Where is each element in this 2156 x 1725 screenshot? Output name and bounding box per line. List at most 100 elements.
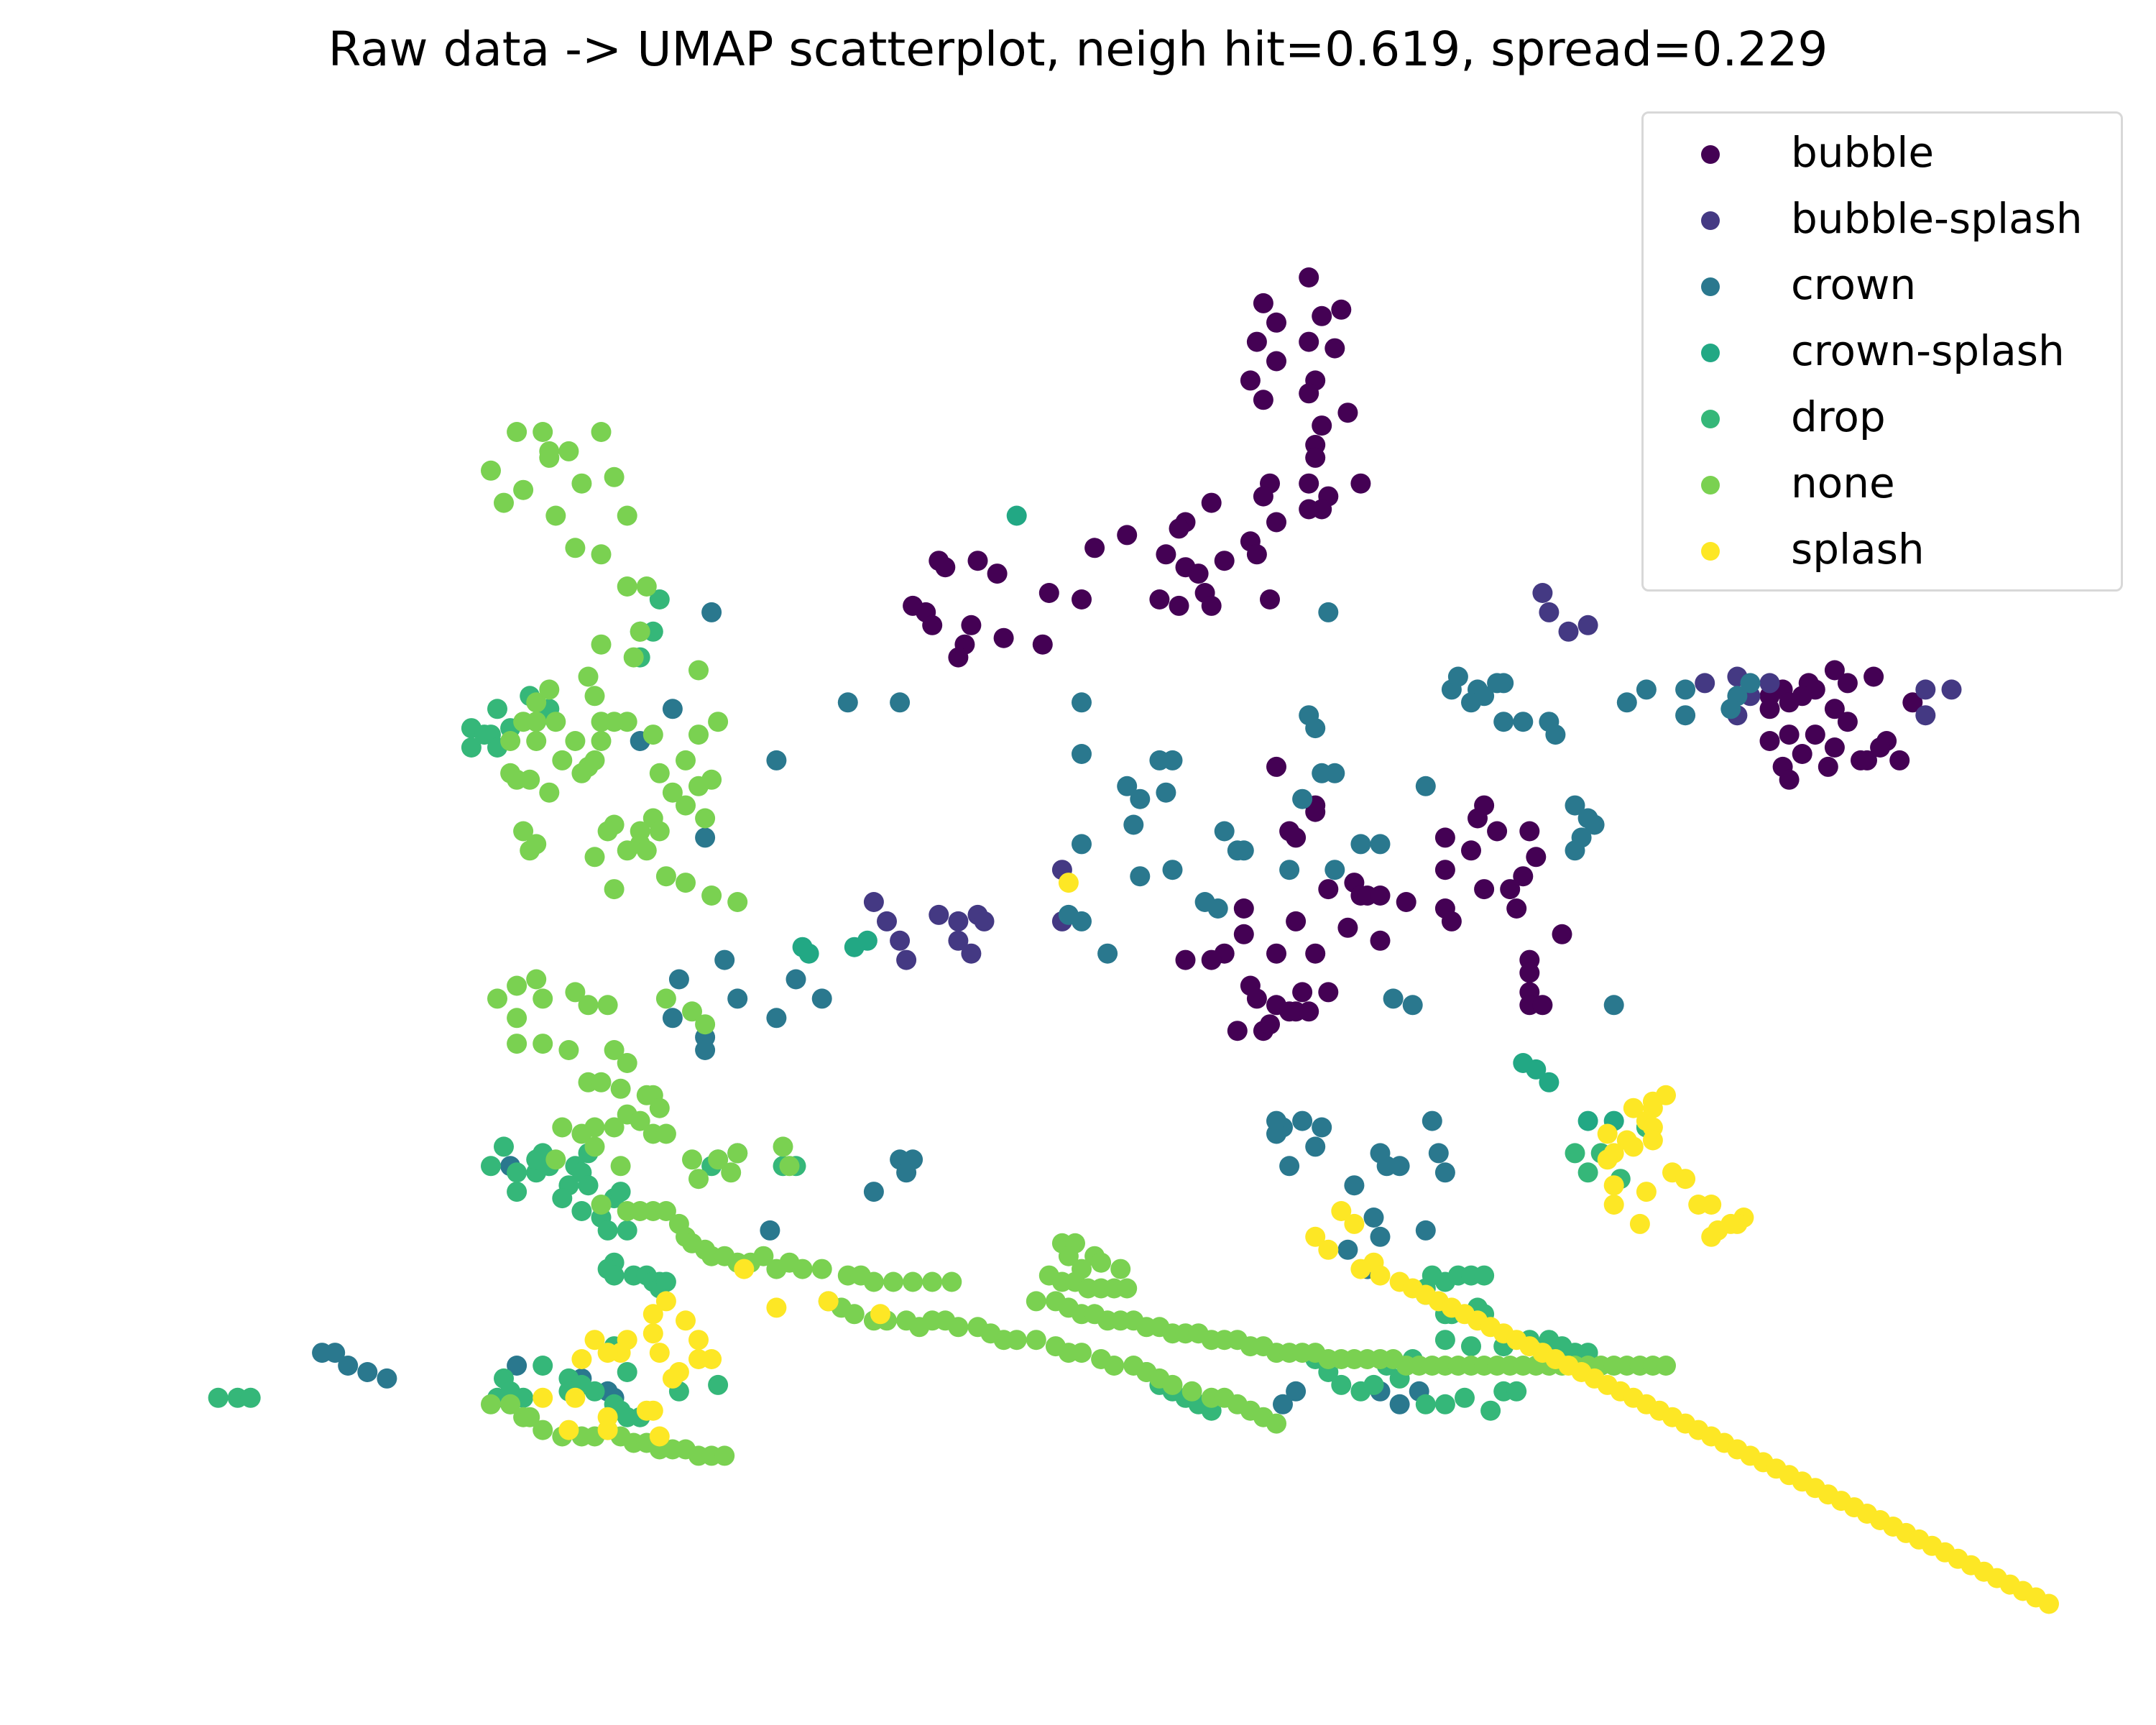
point-crown xyxy=(1214,821,1235,842)
point-drop xyxy=(578,1175,599,1196)
point-none xyxy=(597,821,618,842)
point-bubble xyxy=(1117,525,1138,546)
point-drop xyxy=(1461,1336,1481,1357)
point-splash xyxy=(1603,1195,1624,1215)
point-crown xyxy=(1130,788,1151,809)
point-splash xyxy=(597,1420,618,1440)
point-crown-splash xyxy=(1006,505,1027,526)
point-none xyxy=(500,731,521,751)
point-bubble xyxy=(1188,564,1209,584)
point-bubble xyxy=(1487,821,1508,842)
point-none xyxy=(617,840,637,861)
point-bubble xyxy=(1824,660,1845,681)
point-none xyxy=(655,1201,676,1221)
point-splash xyxy=(584,1330,605,1351)
point-splash xyxy=(870,1304,890,1325)
point-drop xyxy=(708,1374,729,1395)
point-none xyxy=(513,821,534,842)
point-bubble xyxy=(1889,750,1910,770)
point-bubble xyxy=(1318,982,1339,1003)
series-crown xyxy=(312,602,1761,1414)
point-crown xyxy=(1350,834,1371,855)
point-splash xyxy=(1642,1130,1663,1151)
point-crown-splash xyxy=(798,943,819,964)
point-none xyxy=(1072,1343,1092,1363)
legend-marker xyxy=(1701,476,1720,494)
point-none xyxy=(591,1195,612,1215)
point-bubble xyxy=(1513,866,1534,887)
point-bubble-splash xyxy=(890,930,911,951)
point-none xyxy=(682,1001,702,1022)
point-bubble xyxy=(1837,712,1858,732)
point-none xyxy=(604,1117,625,1138)
point-bubble xyxy=(1474,879,1495,900)
point-bubble xyxy=(1532,995,1553,1016)
point-bubble-splash xyxy=(948,930,969,951)
point-crown xyxy=(1072,744,1092,764)
point-none xyxy=(721,1162,742,1183)
point-bubble xyxy=(1246,988,1267,1009)
point-crown xyxy=(1162,750,1183,770)
point-none xyxy=(539,679,560,700)
point-none xyxy=(863,1271,884,1292)
point-bubble xyxy=(1286,911,1307,932)
point-bubble xyxy=(1824,699,1845,719)
point-none xyxy=(526,834,547,855)
point-splash xyxy=(1597,1123,1618,1144)
point-crown xyxy=(1292,788,1313,809)
point-none xyxy=(610,1078,631,1099)
point-bubble xyxy=(993,627,1014,648)
point-drop xyxy=(617,1407,637,1427)
point-none xyxy=(630,1110,650,1131)
point-drop xyxy=(487,699,507,719)
legend: bubble bubble-splash crown crown-splash drop… xyxy=(1641,111,2123,592)
point-bubble xyxy=(1266,351,1286,372)
point-drop xyxy=(1480,1400,1501,1421)
point-bubble xyxy=(1299,473,1319,494)
point-none xyxy=(688,724,709,745)
point-none xyxy=(481,1394,501,1414)
point-crown xyxy=(1156,782,1176,803)
point-crown xyxy=(1117,776,1138,796)
point-none xyxy=(507,975,528,996)
point-none xyxy=(649,821,670,842)
point-none xyxy=(1266,1413,1286,1434)
point-drop xyxy=(1434,1394,1455,1414)
point-none xyxy=(688,660,709,681)
point-bubble xyxy=(1266,756,1286,777)
point-none xyxy=(545,505,566,526)
point-crown xyxy=(1415,1220,1436,1241)
point-bubble xyxy=(1370,930,1391,951)
point-none xyxy=(1104,1356,1125,1376)
point-crown xyxy=(701,602,722,622)
point-crown xyxy=(668,969,689,990)
legend-item-bubble-splash: bubble-splash xyxy=(1644,188,2121,254)
point-crown xyxy=(1675,679,1696,700)
point-none xyxy=(636,576,657,597)
series-bubble xyxy=(903,267,1923,1041)
series-bubble-splash xyxy=(863,583,1962,970)
point-crown xyxy=(1740,673,1761,694)
point-bubble-splash xyxy=(974,911,995,932)
point-bubble xyxy=(1305,943,1326,964)
point-splash xyxy=(1344,1213,1365,1234)
point-bubble xyxy=(1240,370,1261,391)
point-none xyxy=(591,544,612,565)
point-none xyxy=(727,1143,748,1164)
point-none xyxy=(903,1271,923,1292)
point-splash xyxy=(766,1297,787,1318)
point-bubble-splash xyxy=(1759,673,1780,694)
legend-marker xyxy=(1701,277,1720,296)
point-bubble xyxy=(1337,402,1358,423)
point-none xyxy=(545,1149,566,1170)
point-bubble xyxy=(1312,415,1332,436)
point-bubble xyxy=(1837,673,1858,694)
point-bubble xyxy=(1312,305,1332,326)
point-bubble xyxy=(922,615,943,635)
point-splash xyxy=(1623,1136,1644,1157)
point-bubble xyxy=(1325,338,1345,359)
point-bubble-splash xyxy=(1558,621,1579,642)
point-drop xyxy=(474,724,494,745)
point-bubble xyxy=(1461,840,1481,861)
point-none xyxy=(1026,1291,1046,1312)
